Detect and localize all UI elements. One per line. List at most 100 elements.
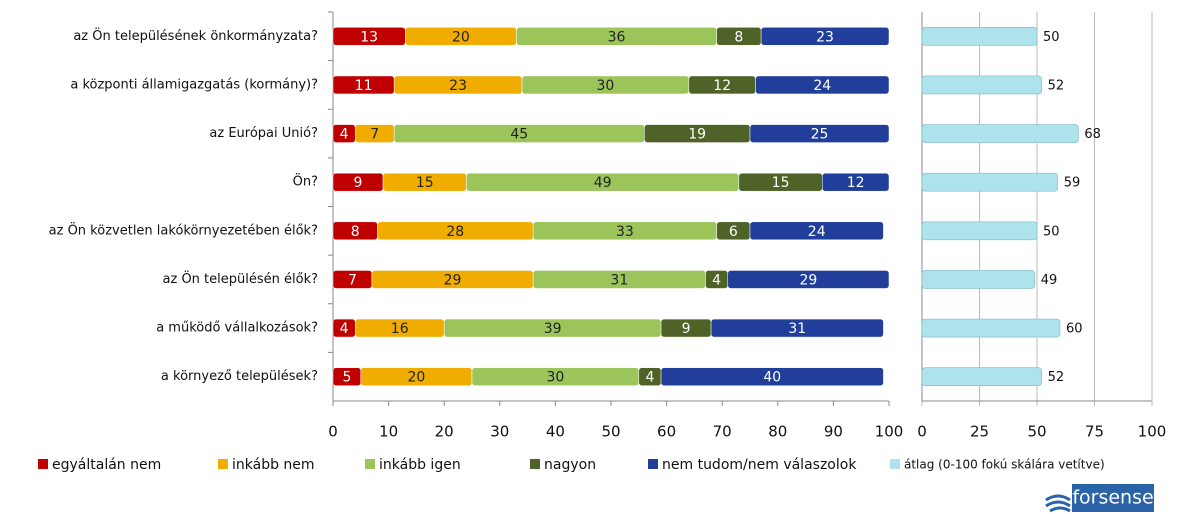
data-label: 7 xyxy=(370,127,379,143)
legend-label: nagyon xyxy=(544,457,596,473)
bar xyxy=(921,221,1038,241)
data-label: 4 xyxy=(340,127,349,143)
data-label: 25 xyxy=(811,127,829,143)
x-tick-label: 80 xyxy=(768,423,787,441)
data-label: 8 xyxy=(351,224,360,240)
bar-segment xyxy=(710,318,884,338)
category-label: az Ön településén élők? xyxy=(163,270,318,287)
data-label: 50 xyxy=(1043,224,1060,239)
data-label: 12 xyxy=(713,78,731,94)
legend-swatch xyxy=(530,459,540,469)
bar xyxy=(921,318,1061,338)
bar-segment xyxy=(749,221,884,241)
x-tick-label: 50 xyxy=(601,423,620,441)
data-label: 33 xyxy=(616,224,634,240)
x-tick-label: 0 xyxy=(328,423,338,441)
data-label: 29 xyxy=(799,272,817,288)
category-label: a környező települések? xyxy=(161,369,318,384)
legend-label: nem tudom/nem válaszolok xyxy=(662,457,857,473)
legend-label: inkább nem xyxy=(232,457,315,473)
data-label: 15 xyxy=(772,175,790,191)
data-label: 20 xyxy=(452,29,470,45)
data-label: 15 xyxy=(416,175,434,191)
bar xyxy=(921,75,1042,95)
x-tick-label: 40 xyxy=(546,423,565,441)
data-label: 24 xyxy=(813,78,831,94)
legend-swatch xyxy=(648,459,658,469)
x-tick-label: 70 xyxy=(713,423,732,441)
data-label: 30 xyxy=(546,370,564,386)
data-label: 68 xyxy=(1084,127,1101,142)
data-label: 36 xyxy=(608,29,626,45)
data-label: 20 xyxy=(407,370,425,386)
data-label: 5 xyxy=(342,370,351,386)
data-label: 60 xyxy=(1066,322,1083,337)
data-label: 49 xyxy=(594,175,612,191)
bar-segment xyxy=(660,367,884,386)
data-label: 4 xyxy=(645,370,654,386)
x-tick-label: 0 xyxy=(917,423,927,441)
legend-label: inkább igen xyxy=(379,457,461,473)
category-label: az Európai Unió? xyxy=(209,126,318,141)
logo-text: forsense xyxy=(1072,487,1153,509)
x-tick-label: 25 xyxy=(970,423,989,441)
data-label: 16 xyxy=(391,321,409,337)
x-tick-label: 90 xyxy=(824,423,843,441)
category-label: az Ön közvetlen lakókörnyezetében élők? xyxy=(49,221,318,238)
data-label: 49 xyxy=(1041,273,1058,288)
bar-segment xyxy=(760,27,890,46)
data-label: 23 xyxy=(449,78,467,94)
x-tick-label: 100 xyxy=(1138,423,1167,441)
data-label: 19 xyxy=(688,127,706,143)
category-label: Ön? xyxy=(293,173,318,190)
data-label: 31 xyxy=(788,321,806,337)
bar xyxy=(921,270,1035,289)
legend-swatch xyxy=(890,459,900,469)
legend-swatch xyxy=(365,459,375,469)
legend-label: átlag (0-100 fokú skálára vetítve) xyxy=(904,458,1105,472)
data-label: 59 xyxy=(1064,176,1081,191)
data-label: 52 xyxy=(1048,370,1065,385)
x-tick-label: 50 xyxy=(1027,423,1046,441)
data-label: 24 xyxy=(808,224,826,240)
bar-segment xyxy=(727,270,890,289)
x-tick-label: 100 xyxy=(875,423,904,441)
x-tick-label: 20 xyxy=(435,423,454,441)
data-label: 9 xyxy=(354,175,363,191)
data-label: 6 xyxy=(729,224,738,240)
category-label: a központi államigazgatás (kormány)? xyxy=(70,77,318,92)
legend-label: egyáltalán nem xyxy=(52,457,161,473)
data-label: 7 xyxy=(348,272,357,288)
data-label: 13 xyxy=(360,29,378,45)
bar xyxy=(921,172,1058,192)
data-label: 8 xyxy=(734,29,743,45)
data-label: 9 xyxy=(682,321,691,337)
legend-swatch xyxy=(38,459,48,469)
bar xyxy=(921,27,1038,46)
bar-segment xyxy=(749,124,890,143)
x-tick-label: 30 xyxy=(490,423,509,441)
legend-swatch xyxy=(218,459,228,469)
logo-box xyxy=(1072,484,1154,512)
data-label: 11 xyxy=(355,78,373,94)
data-label: 29 xyxy=(444,272,462,288)
data-label: 23 xyxy=(816,29,834,45)
data-label: 30 xyxy=(597,78,615,94)
data-label: 4 xyxy=(340,321,349,337)
category-label: a működő vállalkozások? xyxy=(156,321,318,336)
category-label: az Ön településének önkormányzata? xyxy=(73,27,318,44)
data-label: 45 xyxy=(510,127,528,143)
bar xyxy=(921,124,1079,143)
data-label: 4 xyxy=(712,272,721,288)
data-label: 12 xyxy=(847,175,865,191)
data-label: 50 xyxy=(1043,30,1060,45)
bar xyxy=(921,367,1042,386)
data-label: 31 xyxy=(610,272,628,288)
data-label: 52 xyxy=(1048,78,1065,93)
bar-segment xyxy=(755,75,890,95)
data-label: 40 xyxy=(763,370,781,386)
data-label: 28 xyxy=(446,224,464,240)
x-tick-label: 75 xyxy=(1085,423,1104,441)
x-tick-label: 10 xyxy=(379,423,398,441)
